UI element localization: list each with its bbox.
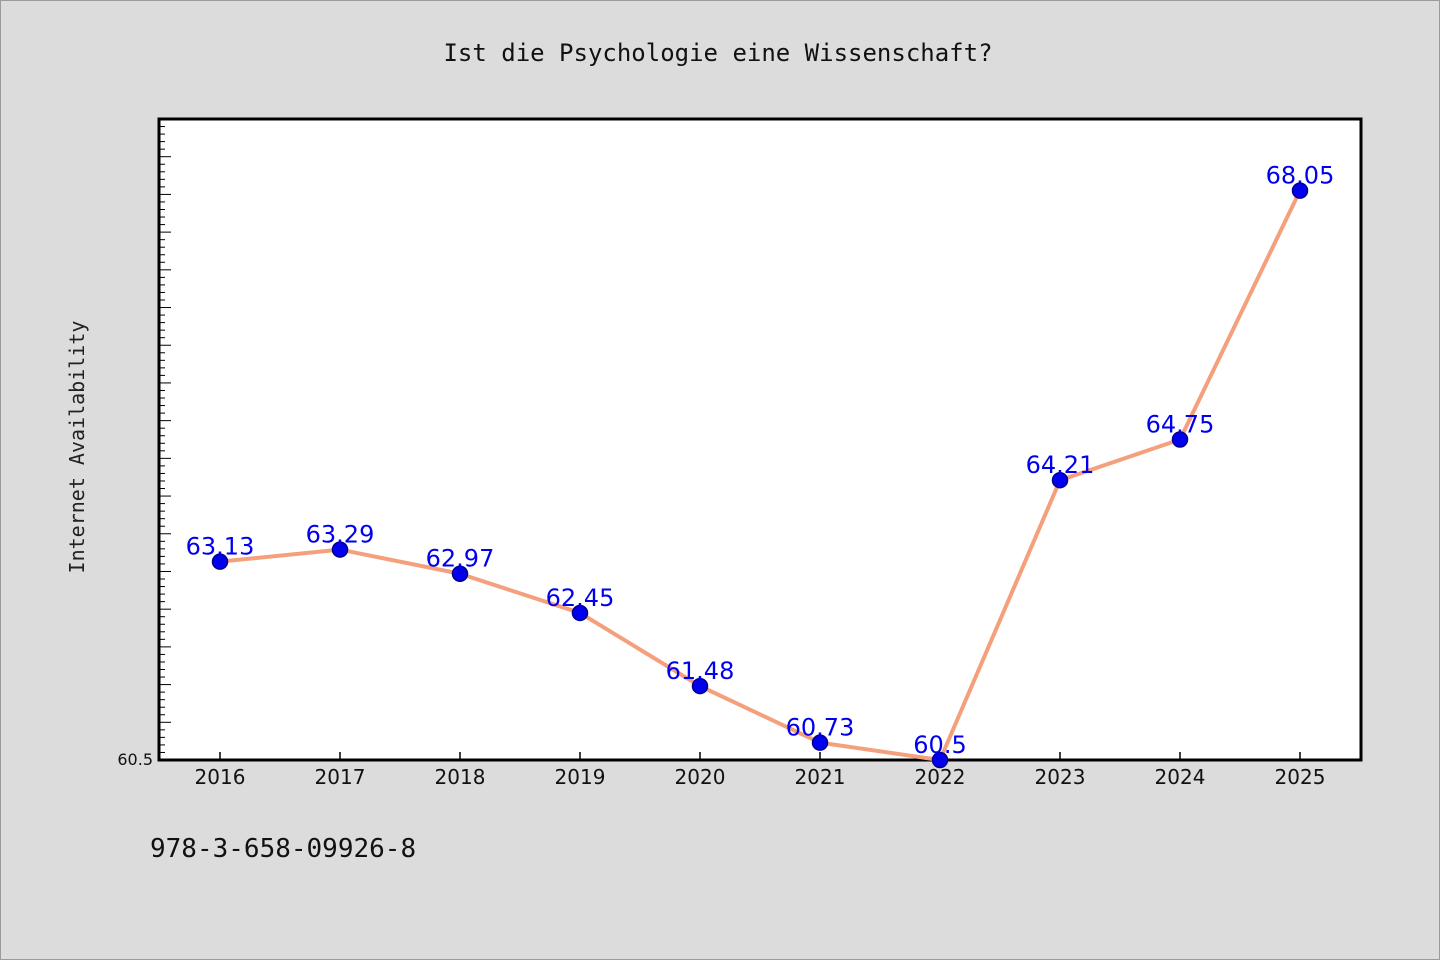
y-tick-label: 60.5 [117, 750, 153, 769]
data-label: 68.05 [1266, 162, 1335, 190]
x-tick-label: 2020 [675, 765, 726, 789]
y-axis-ticks: 60.5 [117, 750, 153, 769]
data-point [811, 734, 829, 751]
chart-title: Ist die Psychologie eine Wissenschaft? [443, 39, 992, 67]
x-tick-label: 2017 [315, 765, 366, 789]
data-label: 62.97 [426, 545, 495, 573]
data-label: 63.13 [186, 533, 255, 561]
data-point [571, 604, 589, 622]
x-tick-label: 2018 [435, 765, 486, 789]
series-layer: 63.13 63.29 62.97 62.45 61.48 60.73 60.5 64.21 6… [186, 162, 1335, 769]
x-tick-label: 2023 [1035, 765, 1086, 789]
plot-area [157, 117, 1363, 762]
data-point [931, 751, 949, 769]
series-line [219, 189, 1302, 762]
data-point [1171, 431, 1189, 448]
y-minor-ticks [159, 118, 171, 761]
data-point [1051, 471, 1069, 489]
data-label: 60.5 [913, 731, 966, 759]
data-label: 64.75 [1146, 411, 1215, 439]
data-point [451, 565, 469, 582]
data-point [1291, 182, 1309, 199]
isbn-footnote: 978-3-658-09926-8 [150, 834, 417, 864]
data-point [331, 541, 349, 558]
data-label: 63.29 [306, 521, 375, 549]
x-tick-label: 2019 [555, 765, 606, 789]
data-label: 61.48 [666, 657, 735, 685]
y-axis-label: Internet Availability [65, 321, 89, 574]
x-tick-label: 2022 [915, 765, 966, 789]
x-tick-label: 2024 [1155, 765, 1206, 789]
data-label: 62.45 [546, 584, 615, 612]
x-axis-ticks: 2016 2017 2018 2019 2020 2021 2022 2023 2024 2025 [195, 752, 1326, 789]
x-tick-label: 2016 [195, 765, 246, 789]
x-tick-label: 2021 [795, 765, 846, 789]
data-point [691, 677, 709, 695]
x-tick-label: 2025 [1275, 765, 1326, 789]
data-point [211, 553, 229, 570]
data-label: 60.73 [786, 714, 855, 742]
data-label: 64.21 [1026, 451, 1095, 479]
